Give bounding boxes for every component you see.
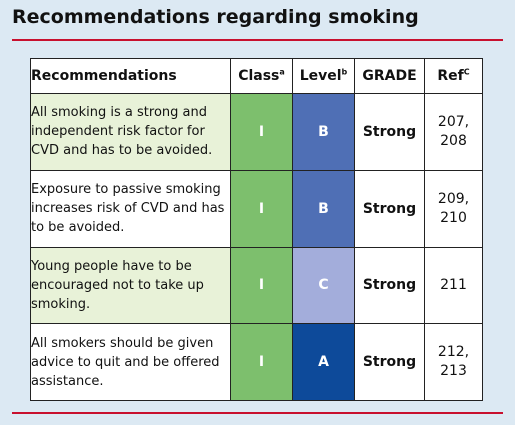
level-cell: A bbox=[292, 323, 355, 401]
header-ref: RefC bbox=[424, 58, 483, 94]
recommendation-text: Young people have to be encouraged not t… bbox=[30, 246, 231, 325]
grade-cell: Strong bbox=[354, 323, 425, 401]
page-title: Recommendations regarding smoking bbox=[12, 6, 419, 28]
header-level: Levelb bbox=[292, 58, 355, 94]
level-cell: C bbox=[292, 246, 355, 325]
header-recommendations: Recommendations bbox=[30, 58, 231, 94]
recommendation-text: Exposure to passive smoking increases ri… bbox=[30, 169, 231, 248]
grade-cell: Strong bbox=[354, 93, 425, 171]
recommendations-table: Recommendations Classa Levelb GRADE RefC… bbox=[30, 58, 483, 401]
ref-cell: 209, 210 bbox=[424, 169, 483, 248]
title-rule bbox=[12, 39, 503, 41]
header-ref-sup: C bbox=[463, 67, 470, 77]
class-cell: I bbox=[230, 169, 293, 248]
header-grade: GRADE bbox=[354, 58, 425, 94]
class-cell: I bbox=[230, 246, 293, 325]
ref-cell: 207, 208 bbox=[424, 93, 483, 171]
table-row: All smoking is a strong and independent … bbox=[30, 93, 483, 171]
table-row: Exposure to passive smoking increases ri… bbox=[30, 169, 483, 248]
header-level-label: Level bbox=[299, 68, 342, 84]
header-class: Classa bbox=[230, 58, 293, 94]
class-cell: I bbox=[230, 323, 293, 401]
table-header-row: Recommendations Classa Levelb GRADE RefC bbox=[30, 58, 483, 94]
class-cell: I bbox=[230, 93, 293, 171]
level-cell: B bbox=[292, 169, 355, 248]
ref-cell: 212, 213 bbox=[424, 323, 483, 401]
header-class-label: Class bbox=[238, 68, 280, 84]
recommendation-text: All smokers should be given advice to qu… bbox=[30, 323, 231, 401]
footer-rule bbox=[12, 412, 503, 414]
ref-cell: 211 bbox=[424, 246, 483, 325]
table-row: All smokers should be given advice to qu… bbox=[30, 323, 483, 401]
level-cell: B bbox=[292, 93, 355, 171]
grade-cell: Strong bbox=[354, 246, 425, 325]
header-level-sup: b bbox=[341, 67, 348, 77]
header-ref-label: Ref bbox=[437, 68, 464, 84]
table-row: Young people have to be encouraged not t… bbox=[30, 246, 483, 325]
header-class-sup: a bbox=[279, 67, 285, 77]
grade-cell: Strong bbox=[354, 169, 425, 248]
recommendation-text: All smoking is a strong and independent … bbox=[30, 93, 231, 171]
